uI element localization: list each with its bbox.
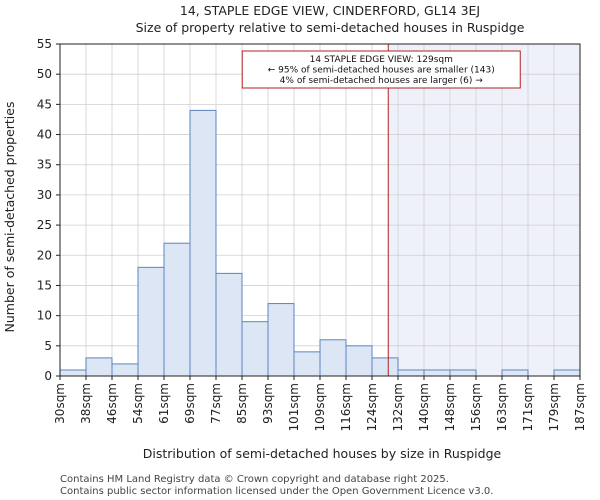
bar-38sqm (85, 357, 113, 377)
bar-179sqm (553, 369, 581, 377)
x-tick-label: 85sqm (235, 383, 249, 424)
annotation-line-1: 14 STAPLE EDGE VIEW: 129sqm (310, 55, 453, 65)
y-tick-label: 5 (44, 339, 52, 353)
x-tick-label: 116sqm (339, 383, 353, 431)
x-tick-label: 140sqm (417, 383, 431, 431)
bar-109sqm (319, 339, 347, 377)
y-tick-label: 0 (44, 369, 52, 383)
bar-93sqm (267, 303, 295, 377)
x-tick-label: 61sqm (157, 383, 171, 424)
y-tick-label: 30 (37, 188, 52, 202)
annotation-line-3: 4% of semi-detached houses are larger (6… (280, 76, 484, 86)
x-ticks: 30sqm 38sqm 46sqm 54sqm 61sqm 69sqm 77sqm 85sqm… (53, 376, 587, 431)
bar-101sqm (293, 351, 321, 377)
y-tick-label: 35 (37, 158, 52, 172)
x-tick-label: 30sqm (53, 383, 67, 424)
bar-140sqm (423, 369, 451, 377)
bar-69sqm (189, 109, 217, 377)
x-tick-label: 69sqm (183, 383, 197, 424)
y-axis-label: Number of semi-detached properties (2, 102, 17, 333)
bar-30sqm (59, 369, 87, 377)
y-ticks: 0 5 10 15 20 25 30 35 40 45 50 55 (37, 37, 60, 383)
x-tick-label: 101sqm (287, 383, 301, 431)
bar-124sqm (371, 357, 399, 377)
y-tick-label: 10 (37, 309, 52, 323)
annotation-box: 14 STAPLE EDGE VIEW: 129sqm ← 95% of sem… (241, 50, 521, 89)
x-tick-label: 46sqm (105, 383, 119, 424)
bar-116sqm (345, 345, 373, 377)
bar-54sqm (137, 266, 165, 377)
y-tick-label: 40 (37, 128, 52, 142)
y-tick-label: 45 (37, 97, 52, 111)
bar-77sqm (215, 272, 243, 377)
x-tick-label: 156sqm (469, 383, 483, 431)
bar-85sqm (241, 321, 269, 377)
x-tick-label: 77sqm (209, 383, 223, 424)
x-tick-label: 187sqm (573, 383, 587, 431)
footer-line-2: Contains public sector information licen… (60, 486, 493, 497)
highlight-region-group (388, 44, 580, 376)
chart-subtitle: Size of property relative to semi-detach… (136, 20, 525, 35)
y-tick-label: 15 (37, 278, 52, 292)
bar-61sqm (163, 242, 191, 377)
x-tick-label: 109sqm (313, 383, 327, 431)
x-tick-label: 132sqm (391, 383, 405, 431)
x-tick-label: 148sqm (443, 383, 457, 431)
bar-46sqm (111, 363, 139, 377)
chart-title: 14, STAPLE EDGE VIEW, CINDERFORD, GL14 3… (180, 3, 480, 18)
y-tick-label: 20 (37, 248, 52, 262)
footer-line-1: Contains HM Land Registry data © Crown c… (60, 474, 449, 485)
x-tick-label: 179sqm (547, 383, 561, 431)
y-tick-label: 50 (37, 67, 52, 81)
annotation-line-2: ← 95% of semi-detached houses are smalle… (268, 66, 495, 76)
bar-148sqm (449, 369, 477, 377)
highlight-region (388, 44, 580, 376)
bar-132sqm (397, 369, 425, 377)
x-tick-label: 124sqm (365, 383, 379, 431)
x-tick-label: 163sqm (495, 383, 509, 431)
y-tick-label: 55 (37, 37, 52, 51)
y-tick-label: 25 (37, 218, 52, 232)
x-tick-label: 38sqm (79, 383, 93, 424)
x-tick-label: 93sqm (261, 383, 275, 424)
x-tick-label: 171sqm (521, 383, 535, 431)
x-axis-label: Distribution of semi-detached houses by … (143, 446, 502, 461)
x-tick-label: 54sqm (131, 383, 145, 424)
annotation-border (241, 50, 521, 89)
bar-163sqm (501, 369, 529, 377)
bars (59, 109, 581, 377)
